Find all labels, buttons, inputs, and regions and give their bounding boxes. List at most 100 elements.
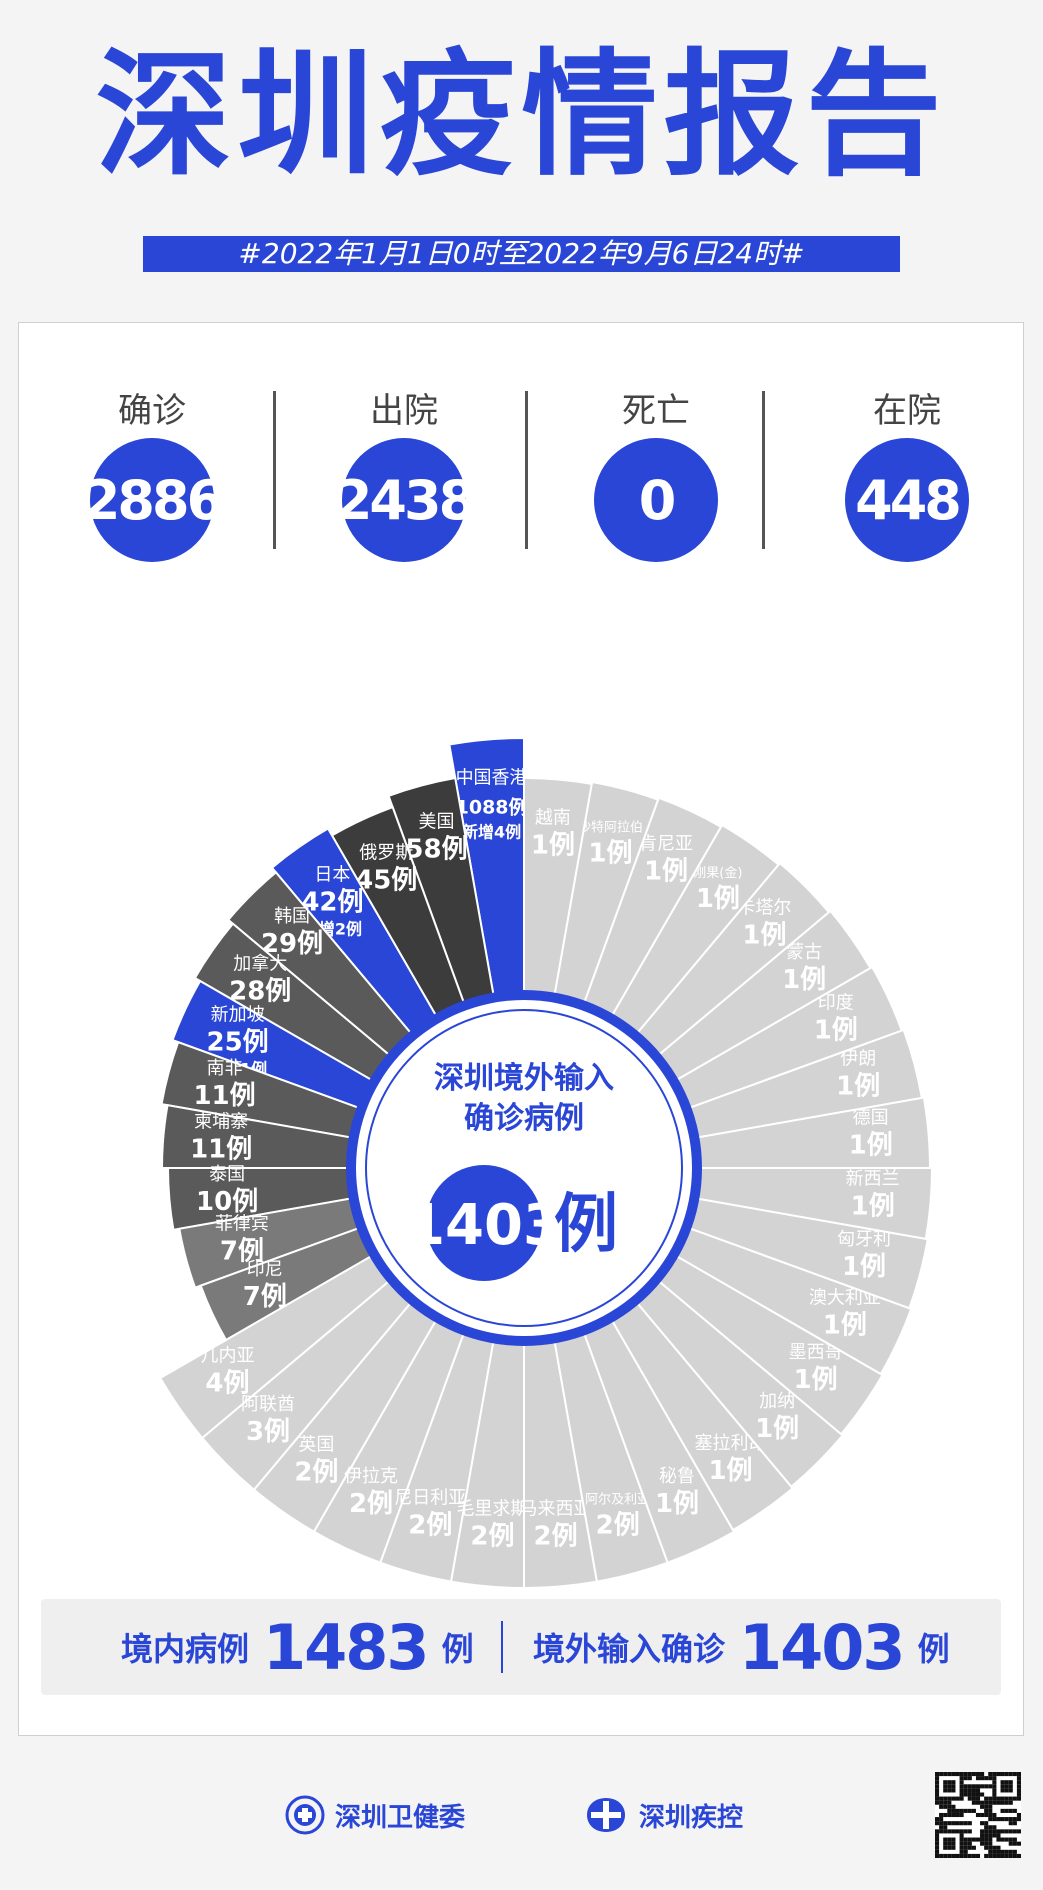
- country-name: 阿尔及利亚: [585, 1493, 650, 1508]
- country-count: 28例: [229, 976, 291, 1006]
- country-count: 1例: [836, 1071, 880, 1101]
- country-count: 3例: [246, 1417, 290, 1447]
- domestic-label: 境内病例: [121, 1630, 250, 1668]
- stat-divider: [762, 391, 765, 549]
- center-title-line2: 确诊病例: [464, 1101, 584, 1136]
- country-count: 10例: [196, 1187, 258, 1217]
- date-range-banner: #2022年1月1日0时至2022年9月6日24时#: [143, 236, 900, 272]
- country-count: 1例: [696, 884, 740, 914]
- imported-unit: 例: [917, 1630, 950, 1668]
- country-count: 2例: [349, 1489, 393, 1519]
- country-count: 7例: [220, 1237, 264, 1267]
- country-count: 1例: [644, 856, 688, 886]
- country-count: 2例: [294, 1458, 338, 1488]
- stat-label: 在院: [873, 391, 941, 431]
- center-inner-ring: [365, 1009, 683, 1327]
- country-count: 1088例: [456, 795, 528, 818]
- country-name: 新加坡: [211, 1004, 265, 1025]
- country-count: 2例: [470, 1522, 514, 1552]
- country-name: 墨西哥: [789, 1342, 843, 1363]
- center-number: 1403: [406, 1193, 562, 1258]
- country-name: 伊朗: [840, 1048, 876, 1069]
- fan-label-group-19: 阿尔及利亚 2例: [585, 1493, 650, 1541]
- stat-label: 确诊: [118, 391, 186, 431]
- country-name: 日本: [314, 864, 350, 885]
- country-name: 加纳: [759, 1391, 795, 1412]
- country-name: 马来西亚: [520, 1499, 592, 1520]
- imported-label: 境外输入确诊: [533, 1630, 726, 1668]
- center-number-badge: [426, 1165, 542, 1281]
- country-count: 1例: [849, 1131, 893, 1161]
- stat-divider: [525, 391, 528, 549]
- country-name: 毛里求斯: [456, 1499, 528, 1520]
- country-count: 1例: [588, 838, 632, 868]
- stat-divider: [273, 391, 276, 549]
- page-title: 深圳疫情报告: [95, 37, 948, 195]
- stat-label: 死亡: [622, 391, 690, 431]
- footer-health-commission: 深圳卫健委: [285, 1795, 465, 1835]
- country-count: 11例: [193, 1081, 255, 1111]
- footer-cdc: 深圳疾控: [583, 1795, 743, 1835]
- country-name: 卡塔尔: [737, 898, 791, 919]
- country-count: 1例: [708, 1456, 752, 1486]
- country-name: 肯尼亚: [639, 833, 693, 854]
- fan-label-group-34: 沙特阿拉伯 1例: [578, 820, 643, 868]
- country-name: 塞拉利昂: [694, 1433, 766, 1454]
- country-name: 越南: [535, 807, 571, 828]
- cdc-logo-icon: [587, 1798, 625, 1832]
- country-name: 刚果(金): [693, 865, 742, 881]
- country-name: 伊拉克: [344, 1466, 398, 1487]
- country-count: 7例: [243, 1282, 287, 1312]
- country-name: 秘鲁: [659, 1466, 695, 1487]
- country-count: 1例: [851, 1192, 895, 1222]
- country-count: 58例: [405, 835, 467, 865]
- imported-value: 1403: [739, 1610, 906, 1684]
- fan-label-group-6: 新加坡25例新增1例: [207, 1004, 269, 1078]
- country-name: 德国: [853, 1108, 889, 1129]
- country-name: 蒙古: [786, 942, 822, 963]
- country-count: 29例: [261, 929, 323, 959]
- domestic-summary: 境内病例 1483 例: [121, 1599, 474, 1695]
- country-name: 英国: [298, 1435, 334, 1456]
- country-name: 南非: [207, 1058, 243, 1079]
- footer-right-label: 深圳疾控: [639, 1802, 744, 1833]
- country-count: 42例: [301, 887, 363, 917]
- country-count: 1例: [794, 1365, 838, 1395]
- country-name: 阿联酋: [241, 1394, 295, 1415]
- country-name: 几内亚: [200, 1346, 254, 1367]
- summary-bar: 境内病例 1483 例 境外输入确诊 1403 例: [41, 1599, 1001, 1695]
- imported-cases-fan-chart: 中国香港1088例新增4例美国58例俄罗斯45例日本42例新增2例韩国29例加拿…: [158, 736, 934, 1590]
- country-count: 2例: [534, 1522, 578, 1552]
- health-commission-logo-icon: [285, 1795, 325, 1835]
- report-panel: 确诊 2886 出院 2438 死亡 0 在院 448 中国香港 1088例 新增4…: [18, 322, 1024, 1736]
- country-count: 1例: [655, 1489, 699, 1519]
- country-count: 1例: [823, 1311, 867, 1341]
- country-name: 菲律宾: [215, 1214, 269, 1235]
- center-disc: [356, 1000, 692, 1336]
- country-name: 泰国: [209, 1164, 245, 1185]
- fan-label-group-32: 刚果(金) 1例: [693, 865, 742, 914]
- qr-code-icon[interactable]: [935, 1772, 1021, 1858]
